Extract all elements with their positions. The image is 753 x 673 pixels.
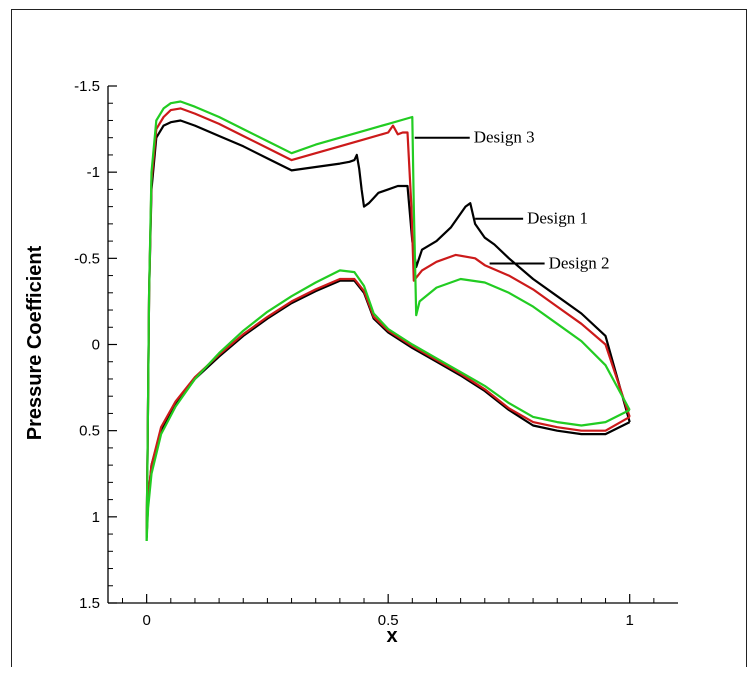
- label-design-3: Design 3: [474, 128, 535, 147]
- x-tick-label: 0.5: [378, 612, 399, 629]
- x-tick-label: 1: [626, 612, 634, 629]
- line-design-1-lower-surface: [145, 279, 631, 538]
- label-design-1: Design 1: [527, 209, 588, 228]
- label-design-2: Design 2: [549, 254, 610, 273]
- line-design-3-lower-surface: [145, 269, 631, 542]
- line-design-2-upper-surface: [145, 107, 631, 538]
- y-tick-label: 0: [92, 337, 100, 354]
- annotation-layer: Design 3 Design 1 Design 2: [414, 128, 610, 273]
- y-tick-label: 1: [92, 509, 100, 526]
- series-design-2: [145, 107, 631, 538]
- axes: -1.5 -1 -0.5 0 0.5 1 1.5 0 0.5 1: [74, 78, 678, 629]
- x-axis-title: x: [386, 625, 397, 647]
- y-tick-label: -1.5: [74, 78, 100, 95]
- y-tick-label: 1.5: [79, 595, 100, 612]
- y-tick-label: -0.5: [74, 250, 100, 267]
- series-design-3: [145, 100, 631, 542]
- x-tick-label: 0: [142, 612, 150, 629]
- line-design-3-upper-surface: [145, 100, 631, 542]
- line-design-2-lower-surface: [145, 277, 631, 538]
- y-tick-label: -1: [87, 164, 100, 181]
- y-tick-label: 0.5: [79, 423, 100, 440]
- series-layer: [145, 100, 631, 542]
- line-design-1-upper-surface: [145, 119, 631, 538]
- y-axis-title: Pressure Coefficient: [24, 245, 46, 440]
- figure-frame: [11, 9, 747, 667]
